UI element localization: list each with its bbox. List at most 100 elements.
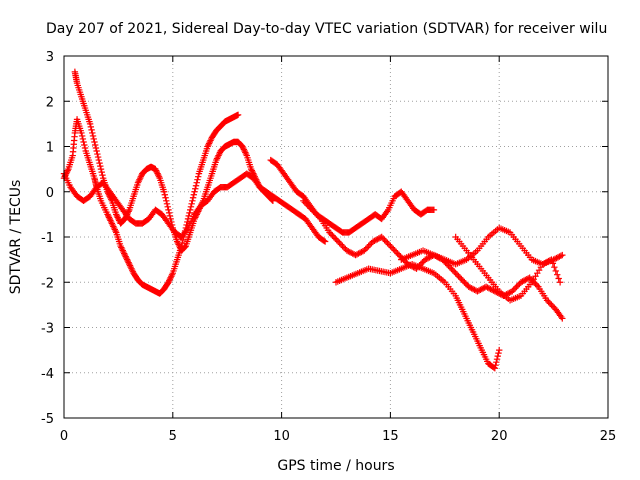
data-points — [60, 68, 566, 372]
data-point-interp — [525, 275, 532, 282]
data-point-interp — [449, 266, 456, 274]
data-point-interp — [393, 248, 400, 256]
data-point-interp — [111, 226, 118, 233]
data-point-interp — [363, 244, 371, 251]
data-point-interp — [165, 277, 173, 284]
data-point-interp — [519, 278, 526, 285]
data-point-interp — [471, 286, 478, 293]
data-point-interp — [186, 209, 193, 217]
data-point-interp — [164, 203, 171, 211]
data-point-interp — [80, 138, 87, 146]
data-point-interp — [167, 215, 174, 223]
data-point-interp — [205, 140, 213, 147]
data-point-interp — [92, 144, 100, 152]
data-point-interp — [106, 215, 113, 223]
data-point-interp — [174, 239, 182, 247]
data-point-interp — [549, 260, 557, 267]
data-point-interp — [339, 242, 346, 250]
data-point-interp — [112, 227, 119, 235]
data-point-interp — [345, 248, 352, 255]
data-point — [465, 283, 472, 290]
series-arc-6 — [332, 260, 503, 372]
data-point-interp — [163, 197, 170, 204]
data-point — [173, 238, 181, 245]
y-tick-label: -2 — [41, 276, 54, 291]
data-point-interp — [383, 208, 391, 215]
data-point-interp — [480, 285, 487, 292]
data-point — [95, 156, 103, 164]
data-point-interp — [493, 355, 501, 363]
data-point-interp — [452, 270, 459, 277]
data-point-interp — [313, 211, 320, 218]
data-point-interp — [99, 171, 106, 179]
data-point-interp — [459, 277, 467, 284]
data-point-interp — [310, 208, 317, 215]
data-point-interp — [242, 150, 250, 158]
data-point-interp — [78, 132, 86, 140]
data-point-interp — [506, 289, 513, 297]
data-point-interp — [493, 358, 500, 366]
data-point-interp — [187, 203, 195, 211]
data-point-interp — [163, 200, 171, 208]
data-point-interp — [356, 249, 364, 257]
data-point-interp — [168, 271, 176, 278]
data-point-interp — [468, 285, 475, 292]
data-point-interp — [175, 241, 182, 248]
data-point — [308, 206, 316, 214]
y-axis-label: SDTVAR / TECUs — [8, 180, 24, 295]
data-point-interp — [391, 247, 398, 254]
data-point — [496, 346, 503, 354]
data-point — [539, 260, 546, 268]
series-arc-3 — [60, 170, 329, 245]
data-point-interp — [181, 243, 189, 251]
data-point-interp — [305, 203, 313, 211]
data-point-interp — [340, 244, 348, 251]
data-point — [556, 279, 564, 286]
data-point-interp — [205, 141, 212, 149]
data-point-interp — [155, 173, 163, 180]
data-point-interp — [365, 242, 372, 250]
data-point-interp — [189, 197, 196, 204]
data-point-interp — [333, 236, 340, 244]
data-point-interp — [358, 248, 365, 256]
data-point-interp — [128, 266, 136, 274]
data-point-interp — [490, 287, 497, 294]
data-point-interp — [458, 276, 465, 283]
data-point-interp — [513, 283, 520, 290]
data-point-interp — [492, 362, 499, 369]
data-point-interp — [181, 244, 188, 251]
data-point — [213, 156, 220, 164]
data-point-interp — [123, 254, 130, 262]
data-point — [422, 256, 429, 263]
data-point-interp — [554, 271, 561, 278]
data-point — [543, 297, 551, 304]
data-point-interp — [189, 194, 197, 201]
data-point-interp — [153, 168, 161, 176]
data-point-interp — [125, 259, 132, 266]
data-point — [548, 256, 555, 263]
data-point-interp — [193, 179, 200, 186]
series-arc-1 — [60, 111, 242, 297]
data-point-interp — [374, 236, 381, 243]
data-point-interp — [192, 185, 199, 192]
data-point-interp — [394, 250, 401, 257]
data-point-interp — [124, 257, 132, 265]
data-point-interp — [549, 303, 557, 310]
data-point — [191, 188, 198, 195]
data-point-interp — [154, 170, 161, 177]
data-point-interp — [167, 274, 174, 281]
data-point-interp — [494, 352, 501, 360]
data-point-interp — [303, 200, 310, 208]
data-point-interp — [119, 247, 126, 254]
data-point — [187, 206, 194, 214]
data-point-interp — [384, 239, 391, 247]
data-point-interp — [176, 242, 183, 250]
data-point-interp — [466, 284, 474, 291]
data-point-interp — [120, 248, 127, 256]
data-point-interp — [478, 285, 485, 293]
data-point-interp — [382, 238, 390, 245]
data-point-interp — [128, 265, 135, 272]
data-point-interp — [477, 286, 484, 293]
data-point-interp — [88, 126, 95, 134]
data-point — [247, 165, 255, 173]
